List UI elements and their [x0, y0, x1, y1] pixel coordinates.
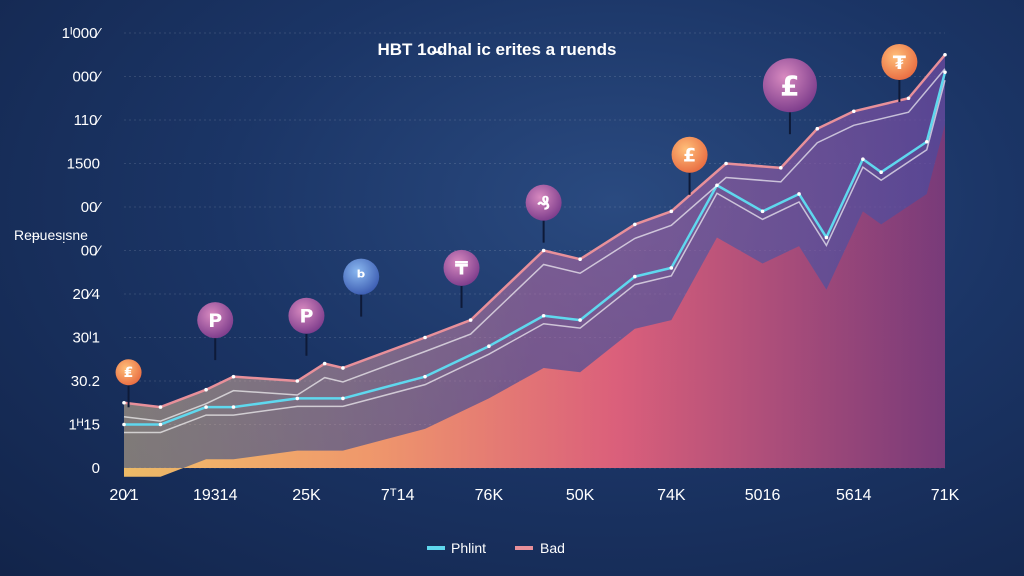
data-point — [851, 109, 856, 114]
legend-label-bad: Bad — [540, 540, 565, 556]
data-point — [815, 126, 820, 131]
y-tick-label: 0 — [92, 460, 100, 477]
legend: Phlint Bad — [427, 540, 565, 556]
y-tick-label: 30ᴵ1 — [72, 330, 100, 347]
x-tick-label: 50K — [566, 487, 595, 504]
currency-symbol: P — [299, 306, 313, 328]
currency-marker — [525, 184, 562, 221]
legend-label-phlint: Phlint — [451, 540, 486, 556]
currency-marker — [343, 258, 380, 295]
data-point — [578, 257, 582, 262]
y-tick-label: 00⁄ — [81, 243, 103, 260]
y-tick-label: 00⁄ — [81, 199, 103, 216]
currency-marker — [671, 136, 708, 173]
series-lines — [122, 52, 947, 434]
currency-marker — [762, 58, 817, 113]
y-tick-label: 1500 — [67, 156, 100, 173]
data-point — [231, 405, 236, 409]
y-tick-label: 1ᴴ15 — [69, 417, 100, 434]
data-point — [322, 361, 327, 366]
x-tick-label: 19314 — [193, 487, 238, 504]
data-point — [724, 161, 728, 166]
x-tick-label: 25K — [292, 487, 321, 504]
y-axis-label: Reᵽuesᴉsne — [14, 227, 88, 243]
x-tick-labels: 20⁄1 19314 25K 7ᵀ14 76K 50K 74K 5016 5614 71K — [109, 487, 959, 504]
data-point — [468, 318, 473, 322]
x-tick-label: 76K — [475, 487, 504, 504]
data-point — [423, 335, 427, 340]
x-tick-label: 5016 — [745, 487, 781, 504]
currency-marker — [443, 249, 480, 286]
area-phlint — [124, 124, 945, 477]
data-point — [158, 405, 163, 409]
y-tick-label: 1ᴵ000⁄ — [62, 25, 103, 42]
currency-marker — [881, 44, 918, 80]
y-tick-label: 110⁄ — [74, 112, 103, 129]
x-tick-label: 7ᵀ14 — [381, 487, 415, 504]
currency-marker — [115, 359, 142, 386]
data-point — [341, 396, 345, 401]
data-point — [122, 422, 126, 427]
currency-symbol: £ — [683, 145, 696, 167]
series-line-phlint — [124, 71, 947, 426]
y-tick-label: 000⁄ — [72, 69, 102, 86]
currency-marker — [197, 302, 234, 339]
data-point — [487, 344, 491, 349]
data-point — [295, 396, 300, 401]
currency-symbol: ₤ — [124, 365, 134, 381]
data-point — [669, 209, 674, 214]
data-point — [943, 52, 947, 57]
data-point — [906, 96, 911, 101]
data-point — [423, 374, 427, 379]
x-tick-label: 71K — [931, 487, 960, 504]
currency-markers: ₤ P Pᵇ ₸ ₰ £ £ ₮ — [115, 44, 918, 408]
currency-symbol: ₰ — [537, 192, 550, 214]
data-point — [541, 313, 546, 318]
area-layers — [124, 54, 945, 477]
y-tick-label: 20⁄4 — [72, 286, 100, 303]
data-point — [924, 139, 929, 144]
data-point — [633, 274, 637, 279]
chart-title: HBT 1o̶dhal ic erites a ruends — [377, 40, 616, 59]
data-point — [578, 318, 582, 322]
x-tick-label: 20⁄1 — [109, 487, 138, 504]
y-tick-labels: 0 1ᴴ15 30.2 30ᴵ1 20⁄4 00⁄ 00⁄ 1500 110⁄ 000⁄ 1ᴵ000… — [62, 25, 103, 477]
data-point — [779, 166, 783, 170]
data-point — [122, 400, 126, 405]
data-point — [760, 209, 765, 214]
y-tick-label: 30.2 — [71, 373, 100, 390]
data-point — [861, 157, 865, 161]
currency-symbol: £ — [780, 69, 799, 102]
currency-symbol: ₸ — [455, 258, 468, 280]
data-point — [879, 170, 883, 174]
currency-marker — [288, 297, 325, 334]
data-point — [204, 405, 208, 409]
series-echo-line — [123, 68, 946, 422]
data-point — [943, 70, 947, 74]
currency-symbol: ₮ — [893, 52, 906, 74]
x-tick-label: 74K — [657, 487, 686, 504]
data-point — [295, 379, 300, 383]
data-point — [669, 266, 674, 270]
data-point — [541, 248, 546, 253]
data-point — [204, 387, 208, 392]
data-point — [633, 222, 637, 227]
data-point — [824, 235, 829, 240]
series-echo-line — [124, 79, 946, 434]
data-point — [341, 366, 345, 370]
currency-symbol: P — [208, 310, 222, 332]
currency-symbol: ᵇ — [357, 266, 366, 288]
data-point — [797, 192, 801, 196]
x-tick-label: 5614 — [836, 487, 872, 504]
data-point — [231, 374, 236, 379]
data-point — [158, 422, 163, 427]
